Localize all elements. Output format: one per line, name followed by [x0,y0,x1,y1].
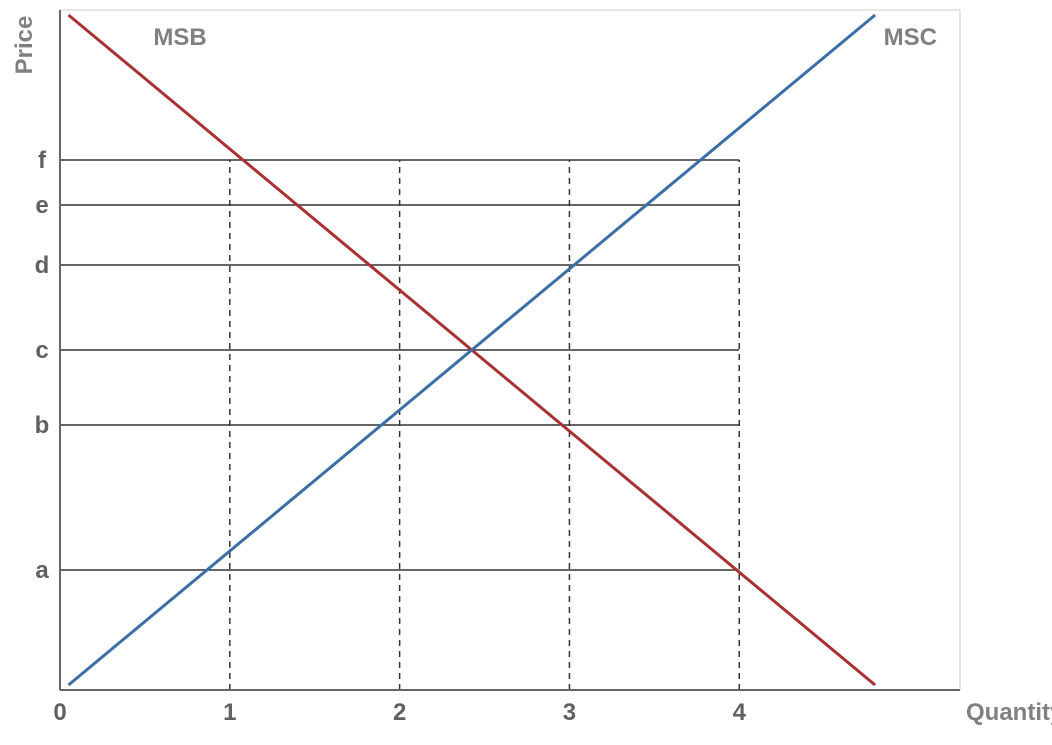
y-tick-label: c [35,337,48,364]
x-tick-label: 0 [53,699,66,726]
y-axis-label: Price [11,16,38,75]
x-tick-label: 4 [733,699,747,726]
y-tick-label: e [35,192,48,219]
y-tick-label: d [35,252,50,279]
x-tick-label: 1 [223,699,236,726]
y-tick-label: a [35,557,49,584]
x-tick-label: 3 [563,699,576,726]
economics-chart: 0 1 2 3 4 a b c d ef Price Quantity MSB MSC [0,0,1052,745]
x-axis-label: Quantity [966,699,1052,726]
y-tick-label: f [38,147,47,174]
msb-label: MSB [153,24,206,51]
x-tick-label: 2 [393,699,406,726]
chart-container: 0 1 2 3 4 a b c d ef Price Quantity MSB MSC [0,0,1052,745]
y-tick-label: b [35,412,50,439]
msc-label: MSC [884,24,937,51]
